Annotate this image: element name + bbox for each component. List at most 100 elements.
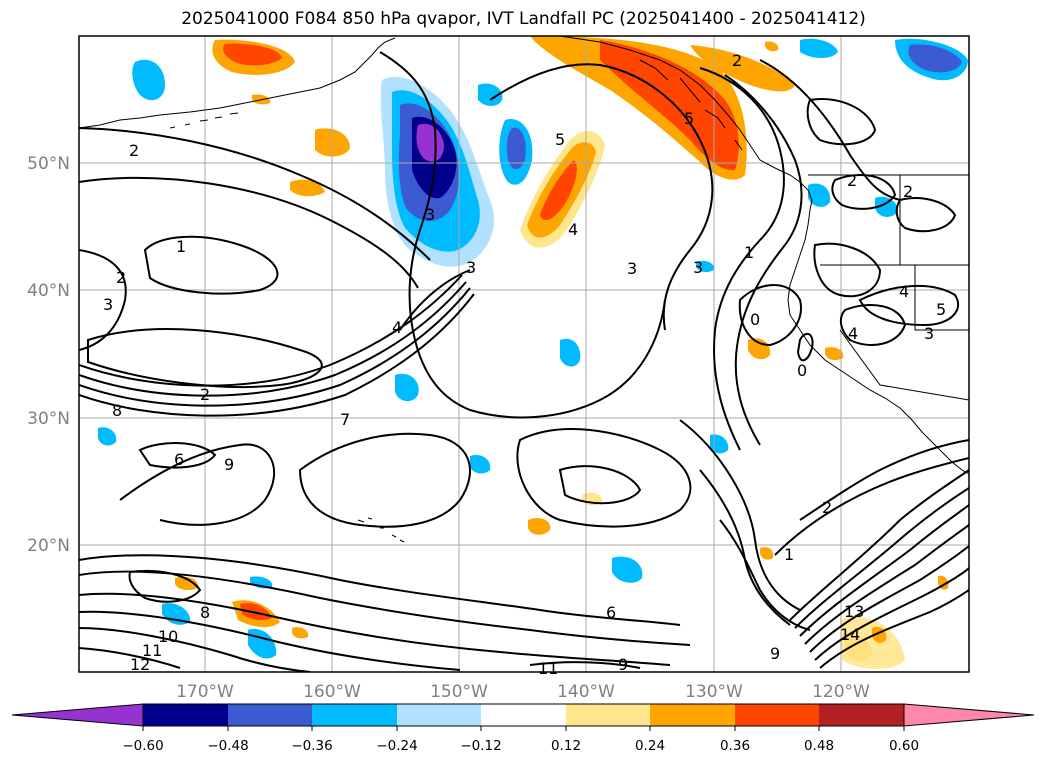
colorbar-segment (397, 704, 481, 726)
shade-neg-blob-6 (875, 196, 898, 217)
contour-line (858, 285, 960, 327)
contour-label: 3 (924, 324, 934, 343)
contour-line (87, 328, 323, 389)
shade-pos-blob-16 (765, 41, 779, 52)
contour-label: 6 (606, 603, 616, 622)
colorbar: −0.60 −0.48 −0.36 −0.24 −0.12 0.12 0.24 … (11, 703, 1035, 754)
contour-label: 4 (899, 282, 909, 301)
contour-label: 11 (142, 641, 162, 660)
state-border-4 (839, 329, 969, 401)
map-frame (78, 35, 970, 673)
contour-label: 9 (618, 655, 628, 674)
contour-line (809, 545, 969, 653)
contour-label: 0 (750, 310, 760, 329)
colorbar-tick-label: −0.48 (207, 738, 248, 754)
shade-negative-tongue-2 (506, 127, 526, 169)
lat-label-40n: 40°N (27, 281, 70, 301)
contour-line (806, 98, 877, 146)
hawaii-islands (357, 517, 405, 543)
map-panel (78, 35, 970, 673)
coastline-bc (559, 36, 969, 475)
shade-pos-blob-9 (175, 576, 199, 591)
contour-line (813, 242, 882, 298)
lon-label-170w: 170°W (176, 682, 234, 702)
shade-neg-blob-16 (696, 260, 715, 273)
contour-line (379, 51, 666, 419)
colorbar-segment (143, 704, 228, 726)
shade-neg-blob-11 (710, 434, 729, 454)
shade-neg-blob-8 (395, 373, 419, 402)
contour-label: 2 (129, 141, 139, 160)
shade-neg-blob-3b (908, 44, 962, 73)
coastlines (79, 36, 969, 543)
shade-neg-blob-2 (478, 83, 503, 106)
shade-pos-blob-3 (290, 179, 325, 197)
contour-line (699, 67, 785, 451)
contour-line (558, 465, 642, 505)
contour-line (298, 432, 471, 528)
contour-line (79, 287, 471, 407)
contour-label: 2 (822, 498, 832, 517)
contour-label: 8 (200, 603, 210, 622)
colorbar-segment (735, 704, 819, 726)
contour-label: 14 (840, 625, 860, 644)
contour-line (819, 589, 969, 669)
contour-line (79, 274, 463, 387)
shade-neg-blob-5 (808, 183, 831, 207)
colorbar-tick-label: 0.60 (889, 738, 919, 754)
contour-label: 4 (392, 318, 402, 337)
contour-line (79, 293, 475, 417)
contour-label: 1 (784, 545, 794, 564)
colorbar-tick-label: 0.24 (635, 738, 665, 754)
contour-label: 2 (847, 171, 857, 190)
shade-positive-plume-3 (690, 45, 795, 92)
contour-line (79, 627, 311, 672)
shade-negative-core (416, 123, 444, 162)
shade-neg-blob-10 (470, 454, 491, 474)
contour-line (759, 59, 901, 201)
contour-label: 4 (848, 324, 858, 343)
contour-line (738, 284, 802, 347)
qvapor-shading (98, 36, 968, 669)
contour-label: 3 (693, 258, 703, 277)
colorbar-ticks (142, 726, 905, 731)
coastline-bc-islands (639, 59, 743, 151)
contour-line (79, 592, 671, 666)
contour-line (79, 570, 691, 646)
colorbar-tick-label: −0.12 (460, 738, 501, 754)
lon-label-130w: 130°W (685, 682, 743, 702)
contour-line (489, 63, 714, 331)
colorbar-segment (481, 704, 566, 726)
shade-pos-blob-15 (825, 347, 844, 361)
colorbar-tick-label: −0.24 (376, 738, 417, 754)
shade-neg-blob-9 (98, 427, 117, 446)
lon-label-160w: 160°W (303, 682, 361, 702)
contour-label: 4 (568, 220, 578, 239)
contour-line (774, 457, 969, 556)
colorbar-tick-label: 0.12 (551, 738, 581, 754)
shade-pos-blob-1b (223, 43, 282, 66)
contour-line (719, 519, 811, 631)
contour-label: 0 (797, 361, 807, 380)
colorbar-tick-label: 0.48 (804, 738, 834, 754)
contour-label: 13 (844, 602, 864, 621)
contour-line (804, 524, 969, 645)
shade-pos-blob-6 (528, 518, 551, 535)
lat-label-20n: 20°N (27, 536, 70, 556)
shade-neg-blob-7 (560, 338, 581, 367)
colorbar-segment (228, 704, 312, 726)
colorbar-tick-labels: −0.60 −0.48 −0.36 −0.24 −0.12 0.12 0.24 … (122, 738, 919, 754)
colorbar-frame (142, 703, 905, 727)
contour-label: 12 (130, 655, 150, 674)
contour-line (796, 332, 814, 362)
contour-label: 7 (340, 410, 350, 429)
shade-pos-blob-14 (760, 547, 774, 560)
contour-label: 3 (466, 258, 476, 277)
coastline-alaska (79, 37, 396, 129)
colorbar-tick-label: −0.36 (291, 738, 332, 754)
contour-labels: 2 1 2 3 3 3 4 2 7 6 8 9 8 10 11 12 11 9 … (103, 51, 946, 678)
shade-neg-blob-1 (132, 59, 165, 101)
contour-line (794, 487, 969, 629)
contour-label: 3 (627, 259, 637, 278)
